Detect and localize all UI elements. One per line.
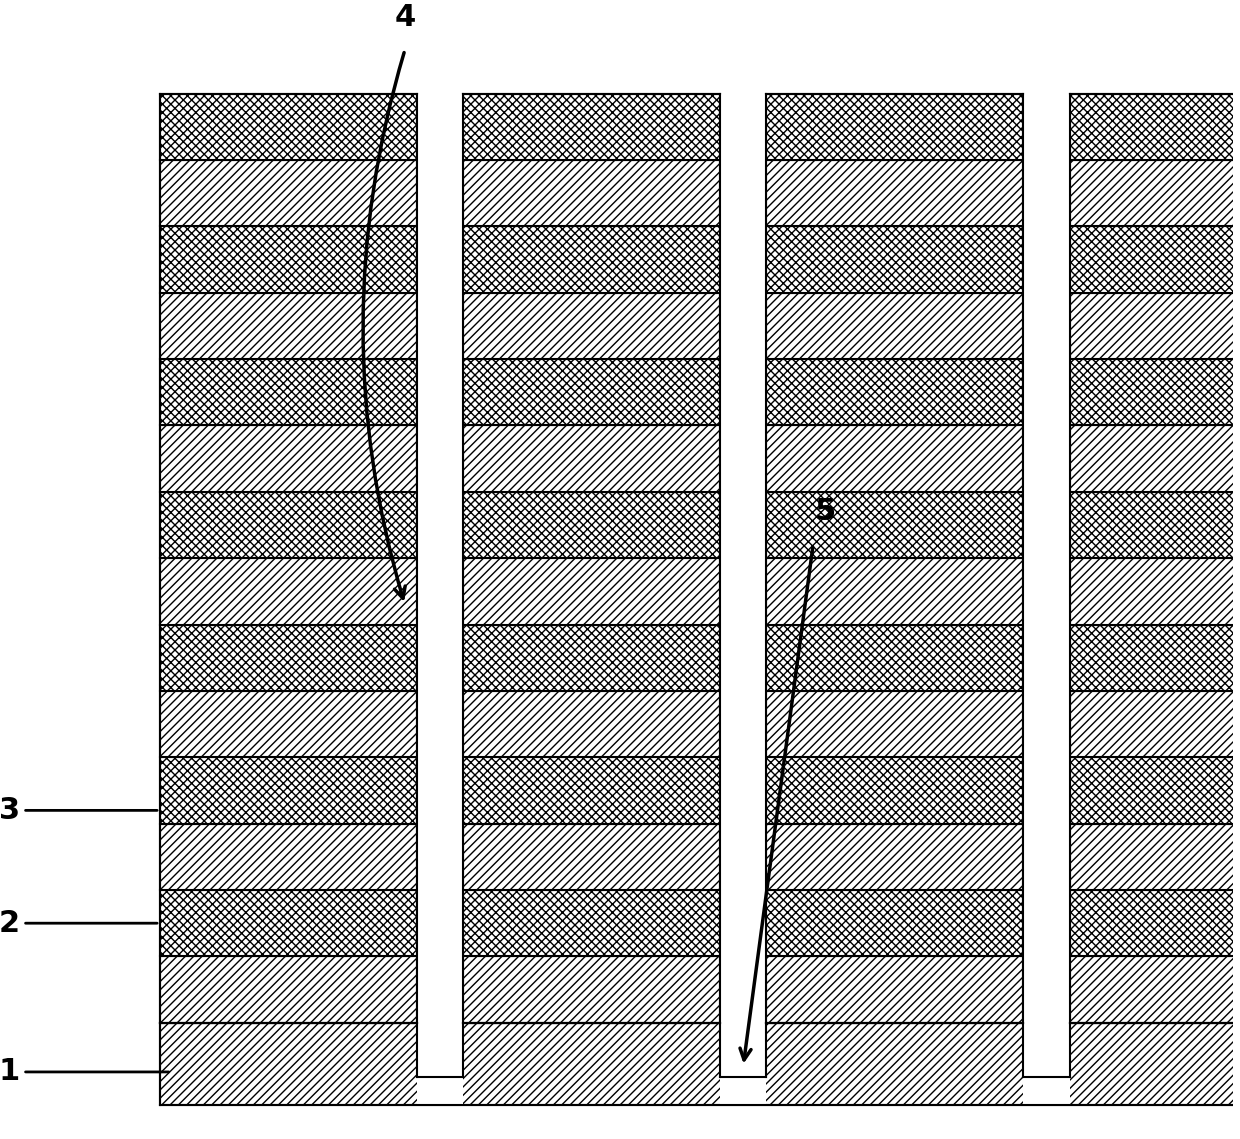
Bar [160, 426, 417, 492]
Bar [1070, 359, 1240, 426]
Bar [464, 957, 720, 1023]
Text: 4: 4 [394, 2, 415, 32]
Bar [720, 93, 766, 1023]
Bar [1070, 492, 1240, 558]
Bar [160, 359, 417, 426]
Bar [464, 159, 720, 227]
Bar [160, 1023, 1240, 1105]
Bar [464, 359, 720, 426]
Text: 2: 2 [0, 909, 157, 937]
Bar [464, 691, 720, 757]
Bar [766, 691, 1023, 757]
Bar [1070, 293, 1240, 359]
Bar [1070, 558, 1240, 624]
Bar [160, 890, 417, 957]
Bar [1070, 691, 1240, 757]
Bar [766, 93, 1023, 159]
Bar [464, 558, 720, 624]
Bar [1070, 890, 1240, 957]
Bar [766, 492, 1023, 558]
Bar [464, 624, 720, 691]
Bar [160, 957, 417, 1023]
Bar [1070, 93, 1240, 159]
Bar [160, 93, 417, 159]
Bar [160, 159, 417, 227]
Bar [417, 93, 464, 1023]
Bar [160, 624, 417, 691]
Bar [160, 293, 417, 359]
Bar [766, 293, 1023, 359]
Bar [1070, 159, 1240, 227]
Text: 3: 3 [0, 796, 157, 825]
Bar [464, 757, 720, 823]
Bar [766, 359, 1023, 426]
Bar [1070, 823, 1240, 890]
Bar [160, 227, 417, 293]
Bar [160, 691, 417, 757]
Text: 1: 1 [0, 1057, 169, 1087]
Bar [720, 1023, 766, 1105]
Text: 5: 5 [815, 498, 836, 526]
Bar [766, 890, 1023, 957]
Bar [766, 757, 1023, 823]
Bar [464, 890, 720, 957]
Bar [1023, 1023, 1070, 1105]
Bar [766, 823, 1023, 890]
Bar [1070, 426, 1240, 492]
Bar [464, 823, 720, 890]
Bar [1070, 227, 1240, 293]
Bar [160, 823, 417, 890]
Bar [417, 1023, 464, 1077]
Bar [464, 492, 720, 558]
Bar [464, 227, 720, 293]
Bar [766, 426, 1023, 492]
Bar [1070, 957, 1240, 1023]
Bar [1023, 1023, 1070, 1077]
Bar [766, 558, 1023, 624]
Bar [464, 293, 720, 359]
Bar [160, 757, 417, 823]
Bar [766, 624, 1023, 691]
Bar [464, 426, 720, 492]
Bar [417, 1023, 464, 1105]
Bar [720, 1023, 766, 1077]
Bar [766, 957, 1023, 1023]
Bar [766, 227, 1023, 293]
Bar [160, 558, 417, 624]
Bar [1070, 757, 1240, 823]
Bar [1070, 624, 1240, 691]
Bar [1023, 93, 1070, 1023]
Bar [766, 159, 1023, 227]
Bar [464, 93, 720, 159]
Bar [160, 492, 417, 558]
